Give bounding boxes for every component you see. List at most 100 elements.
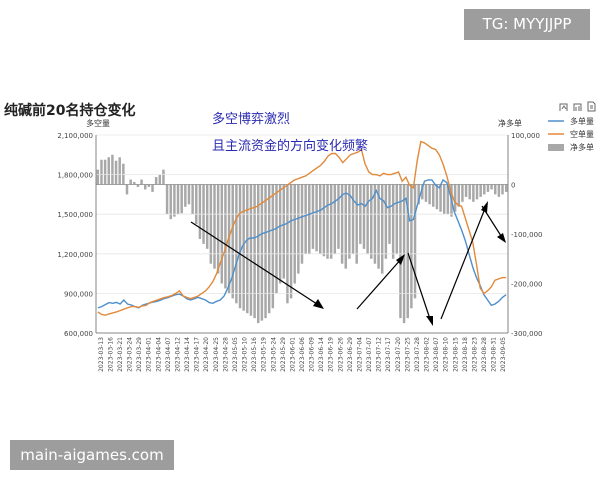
net-long-bar[interactable] xyxy=(249,184,253,316)
net-long-bar[interactable] xyxy=(373,184,377,264)
net-long-bar[interactable] xyxy=(413,184,417,299)
net-long-bar[interactable] xyxy=(242,184,245,311)
net-long-bar[interactable] xyxy=(501,184,504,195)
net-long-bar[interactable] xyxy=(504,184,508,192)
net-long-bar[interactable] xyxy=(275,184,278,294)
net-long-bar[interactable] xyxy=(140,179,143,185)
net-long-bar[interactable] xyxy=(213,184,216,269)
net-long-bar[interactable] xyxy=(366,184,369,254)
net-long-bar[interactable] xyxy=(497,184,501,197)
net-long-bar[interactable] xyxy=(406,184,409,319)
net-long-bar[interactable] xyxy=(278,184,282,284)
net-long-bar[interactable] xyxy=(326,184,329,259)
net-long-bar[interactable] xyxy=(147,184,151,187)
net-long-bar[interactable] xyxy=(483,184,486,195)
net-long-bar[interactable] xyxy=(129,179,132,185)
net-long-bar[interactable] xyxy=(122,163,125,185)
net-long-bar[interactable] xyxy=(442,184,446,215)
net-long-bar[interactable] xyxy=(151,184,154,192)
net-long-bar[interactable] xyxy=(96,169,100,185)
net-long-bar[interactable] xyxy=(315,184,318,252)
net-long-bar[interactable] xyxy=(421,184,424,200)
net-long-bar[interactable] xyxy=(432,184,435,207)
net-long-bar[interactable] xyxy=(133,182,136,185)
net-long-bar[interactable] xyxy=(479,184,482,197)
net-long-bar[interactable] xyxy=(216,184,220,274)
net-long-bar[interactable] xyxy=(173,184,176,217)
net-long-bar[interactable] xyxy=(493,184,497,195)
net-long-bar[interactable] xyxy=(399,184,402,319)
net-long-bar[interactable] xyxy=(337,184,340,249)
net-long-bar[interactable] xyxy=(118,157,121,185)
net-long-bar[interactable] xyxy=(424,184,428,202)
net-long-bar[interactable] xyxy=(446,184,450,215)
net-long-bar[interactable] xyxy=(370,184,373,259)
net-long-bar[interactable] xyxy=(195,184,198,225)
net-long-bar[interactable] xyxy=(205,184,209,249)
net-long-bar[interactable] xyxy=(238,184,242,309)
net-long-bar[interactable] xyxy=(472,184,475,202)
net-long-bar[interactable] xyxy=(165,184,169,215)
net-long-bar[interactable] xyxy=(395,184,399,254)
net-long-bar[interactable] xyxy=(308,184,311,254)
net-long-bar[interactable] xyxy=(253,184,256,319)
net-long-bar[interactable] xyxy=(231,184,234,299)
line-chart-icon[interactable] xyxy=(559,103,568,111)
net-long-bar[interactable] xyxy=(158,174,162,185)
net-long-bar[interactable] xyxy=(246,184,249,314)
net-long-bar[interactable] xyxy=(136,184,140,187)
net-long-bar[interactable] xyxy=(311,184,315,249)
net-long-bar[interactable] xyxy=(114,160,118,185)
net-long-bar[interactable] xyxy=(468,184,471,200)
net-long-bar[interactable] xyxy=(267,184,271,314)
net-long-bar[interactable] xyxy=(464,184,468,197)
net-long-bar[interactable] xyxy=(380,184,384,274)
net-long-bar[interactable] xyxy=(362,184,366,249)
net-long-bar[interactable] xyxy=(453,184,457,212)
net-long-bar[interactable] xyxy=(198,184,202,239)
net-long-bar[interactable] xyxy=(322,184,326,257)
net-long-bar[interactable] xyxy=(457,184,461,207)
net-long-bar[interactable] xyxy=(340,184,344,264)
net-long-bar[interactable] xyxy=(304,184,307,254)
net-long-bar[interactable] xyxy=(490,184,493,190)
bar-chart-icon[interactable] xyxy=(573,103,582,111)
net-long-bar[interactable] xyxy=(344,184,347,269)
net-long-bar[interactable] xyxy=(282,184,286,279)
net-long-bar[interactable] xyxy=(351,184,355,254)
net-long-bar[interactable] xyxy=(111,154,114,185)
net-long-bar[interactable] xyxy=(100,159,103,185)
long-position-line[interactable] xyxy=(97,178,507,309)
net-long-bar[interactable] xyxy=(220,184,224,284)
net-long-bar[interactable] xyxy=(184,184,187,207)
net-long-bar[interactable] xyxy=(428,184,431,205)
short-position-line[interactable] xyxy=(97,140,507,316)
net-long-bar[interactable] xyxy=(162,169,165,185)
net-long-bar[interactable] xyxy=(235,184,238,304)
legend-item-short[interactable]: 空单量 xyxy=(548,129,594,139)
legend-item-net[interactable]: 净多单 xyxy=(548,142,594,152)
net-long-bar[interactable] xyxy=(286,184,289,304)
net-long-bar[interactable] xyxy=(191,184,194,215)
net-long-bar[interactable] xyxy=(107,157,111,185)
net-long-bar[interactable] xyxy=(355,184,358,264)
net-long-bar[interactable] xyxy=(297,184,300,274)
net-long-bar[interactable] xyxy=(377,184,380,269)
net-long-bar[interactable] xyxy=(439,184,442,212)
net-long-bar[interactable] xyxy=(293,184,296,284)
net-long-bar[interactable] xyxy=(260,184,264,321)
net-long-bar[interactable] xyxy=(333,184,337,254)
net-long-bar[interactable] xyxy=(180,184,183,214)
net-long-bar[interactable] xyxy=(176,184,180,215)
net-long-bar[interactable] xyxy=(224,184,227,289)
net-long-bar[interactable] xyxy=(271,184,275,309)
net-long-bar[interactable] xyxy=(435,184,439,210)
net-long-bar[interactable] xyxy=(461,184,464,202)
net-long-bar[interactable] xyxy=(410,184,413,309)
save-icon[interactable] xyxy=(587,101,596,112)
net-long-bar[interactable] xyxy=(209,184,213,264)
net-long-bar[interactable] xyxy=(143,184,147,190)
legend-item-long[interactable]: 多单量 xyxy=(548,116,594,126)
net-long-bar[interactable] xyxy=(154,177,158,185)
net-long-bar[interactable] xyxy=(486,184,490,192)
